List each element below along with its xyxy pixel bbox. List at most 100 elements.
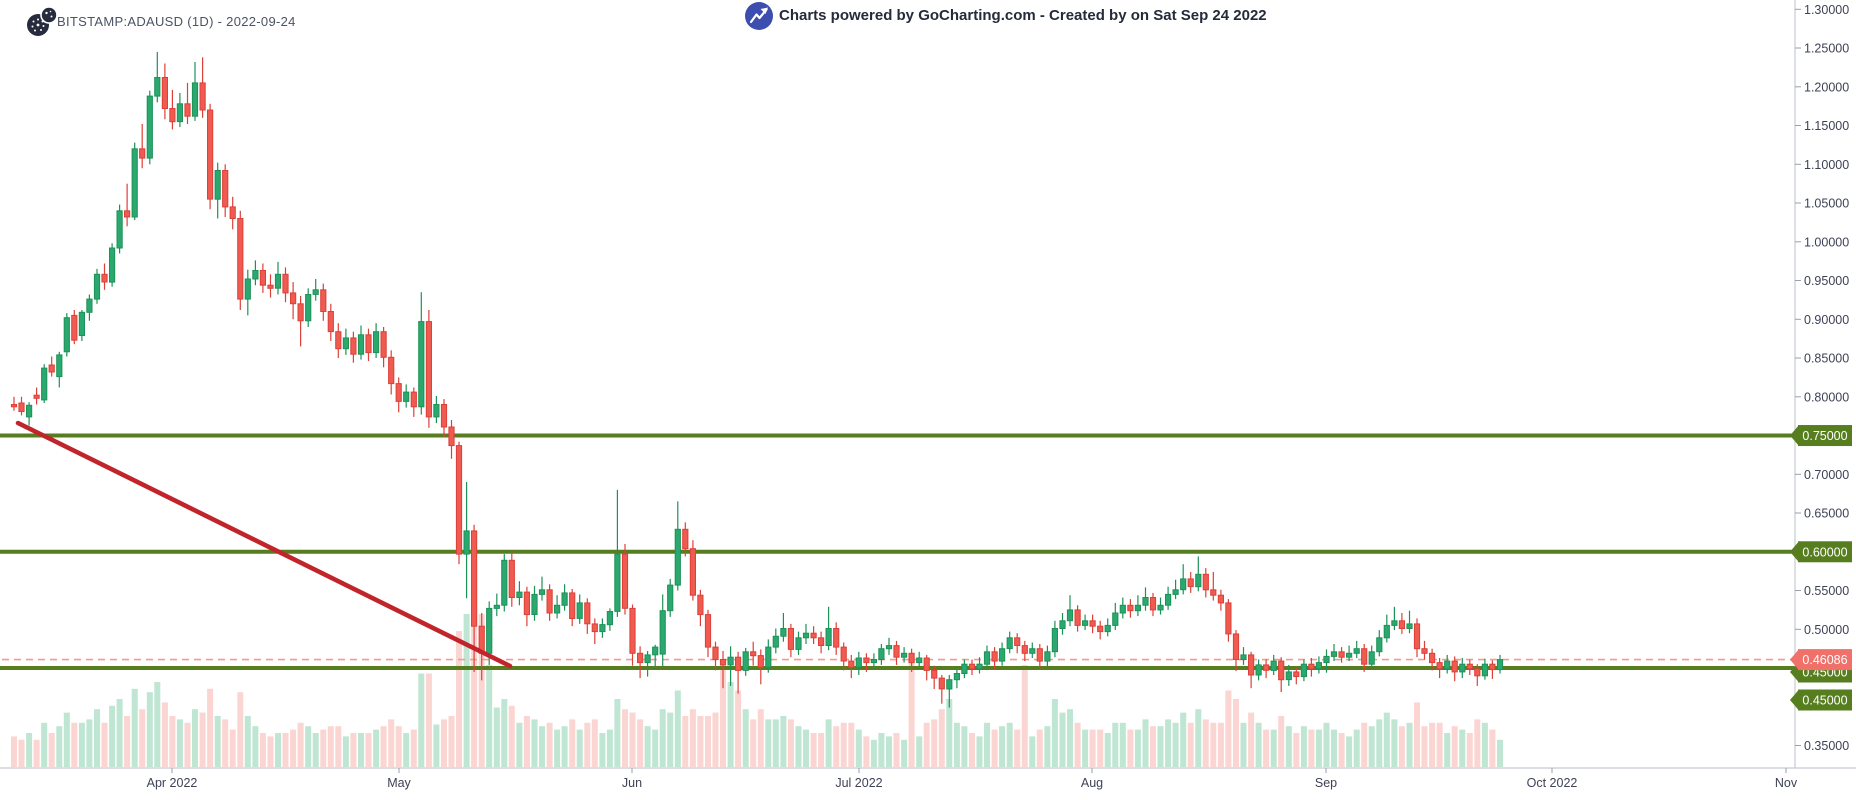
candle (1330, 644, 1338, 662)
candle (1391, 606, 1398, 631)
volume-bar (727, 682, 734, 767)
candle (916, 651, 923, 669)
volume-bar (961, 726, 968, 767)
price-tick-label: 1.05000 (1804, 197, 1849, 211)
candle (493, 593, 500, 617)
volume-bar (237, 692, 244, 767)
candle (538, 576, 546, 601)
volume-bar (1021, 665, 1028, 767)
candle (267, 274, 274, 298)
volume-bar (1210, 722, 1217, 767)
candle (297, 296, 304, 347)
candle (1232, 630, 1240, 672)
candle (41, 364, 48, 403)
volume-bar (705, 716, 711, 767)
time-tick-label: Jul 2022 (835, 776, 882, 790)
candle (1127, 599, 1134, 618)
candle (1489, 660, 1496, 679)
candle (222, 164, 229, 217)
candle (237, 210, 244, 310)
volume-bar (1059, 712, 1066, 767)
candle (1406, 610, 1413, 634)
gocharting-logo-icon (745, 2, 773, 30)
level-badge: 0.60000 (1790, 541, 1852, 563)
candle (870, 653, 877, 669)
volume-bar (1051, 699, 1058, 767)
candlestick-layer[interactable] (10, 51, 1504, 708)
price-axis[interactable]: 1.30000 1.25000 1.20000 1.15000 1.10000 1.050… (0, 0, 1856, 769)
volume-bar (833, 726, 840, 767)
volume-bar (1353, 729, 1360, 767)
volume-bar (1414, 702, 1420, 767)
price-tick-label: 1.20000 (1804, 80, 1849, 94)
candle (938, 675, 945, 704)
volume-bar (86, 719, 93, 767)
volume-bar (697, 716, 704, 767)
candle (825, 606, 832, 651)
volume-bar (425, 673, 432, 767)
volume-bar (1421, 726, 1428, 767)
candle (101, 263, 108, 290)
volume-bar (1270, 729, 1277, 767)
candle (63, 313, 70, 357)
volume-bar (305, 726, 312, 767)
volume-bar (1248, 712, 1255, 767)
volume-bar (139, 709, 146, 767)
candle (373, 323, 380, 358)
volume-bar (1089, 729, 1096, 767)
candle (780, 613, 787, 642)
candle (599, 618, 606, 638)
time-tick-label: May (387, 776, 411, 790)
candle (531, 585, 538, 621)
price-tick-label: 1.15000 (1804, 119, 1849, 133)
volume-bar (1240, 722, 1247, 767)
candle (1165, 586, 1172, 610)
candle (10, 396, 18, 411)
candle (395, 377, 402, 413)
candle (93, 268, 101, 304)
volume-bar (184, 722, 191, 767)
volume-bar (999, 726, 1006, 767)
candle (946, 675, 953, 708)
volume-bar (531, 719, 538, 767)
candle (327, 303, 334, 341)
trend-line[interactable] (15, 420, 513, 669)
candle (1255, 659, 1262, 681)
level-badge: 0.45000 (1790, 689, 1852, 711)
candle (719, 651, 727, 689)
volume-bar (1036, 729, 1043, 767)
volume-bar (229, 729, 236, 767)
volume-bar (33, 739, 40, 767)
candle (908, 648, 915, 672)
time-tick-label: Aug (1081, 776, 1103, 790)
candle (584, 598, 591, 634)
volume-bar (712, 712, 719, 767)
volume-bar (787, 719, 794, 767)
volume-bar (493, 707, 500, 767)
candle (425, 310, 432, 428)
volume-bar (1006, 722, 1013, 767)
candle (1157, 597, 1164, 615)
volume-bar (539, 726, 545, 767)
candle (1119, 597, 1126, 619)
candle (1353, 640, 1360, 658)
candle (682, 522, 689, 557)
price-tick-label: 1.10000 (1804, 158, 1849, 172)
candle (109, 243, 116, 287)
volume-bar (1187, 722, 1194, 767)
volume-bar (199, 712, 206, 767)
time-axis[interactable]: Apr 2022 May Jun Jul 2022 Aug Sep Oct 2022 Nov (147, 768, 1798, 790)
volume-bar (976, 736, 983, 767)
volume-bar (1119, 722, 1126, 767)
candle (1051, 620, 1059, 658)
price-tick-label: 0.85000 (1804, 352, 1849, 366)
candle (1180, 564, 1187, 595)
candle (71, 310, 78, 345)
volume-bar (938, 709, 945, 767)
volume-bar (546, 722, 553, 767)
volume-bar (606, 729, 613, 767)
volume-bar (1029, 736, 1036, 767)
volume-bar (486, 665, 493, 767)
price-tick-label: 0.35000 (1804, 739, 1849, 753)
